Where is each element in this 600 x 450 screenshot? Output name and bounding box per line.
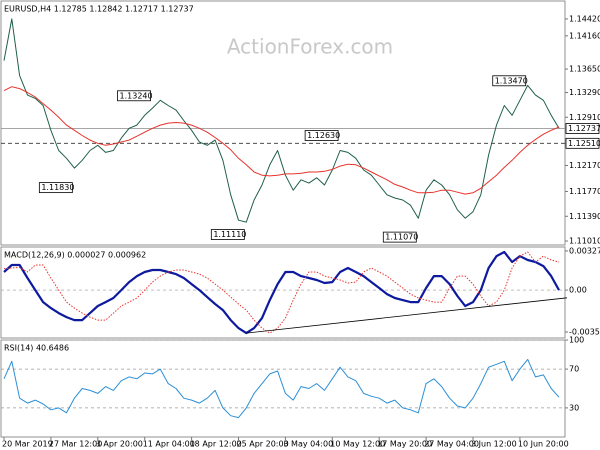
series-line (3, 250, 560, 335)
y-tick-label: 1.14420 (569, 14, 600, 23)
y-tick-label: -0.003519 (569, 328, 600, 337)
y-tick-label: 1.13650 (569, 65, 600, 74)
x-tick-label: 11 Apr 04:00 (143, 440, 195, 449)
y-tick-label: 0.00 (569, 286, 587, 295)
annotation-label: 1.11070 (385, 233, 418, 242)
x-tick-label: 10 May 12:00 (330, 440, 385, 449)
panel-title: EURUSD,H4 1.12785 1.12842 1.12717 1.1273… (4, 5, 194, 14)
y-tick-label: 30 (569, 403, 579, 412)
x-tick-label: 27 Mar 12:00 (49, 440, 102, 449)
x-tick-label: 10 Jun 20:00 (518, 440, 569, 449)
y-tick-label: 1.13290 (569, 88, 600, 97)
y-tick-label: 1.11390 (569, 212, 600, 221)
price-label: 1.12510 (568, 139, 600, 148)
y-tick-label: 100 (569, 336, 584, 345)
x-tick-label: 25 Apr 20:00 (237, 440, 289, 449)
annotation-label: 1.11110 (213, 230, 246, 239)
annotation-box (492, 75, 527, 87)
y-tick-label: 0.003278 (569, 246, 600, 255)
annotation-box (117, 90, 151, 102)
x-tick-label: 20 Mar 2019 (2, 440, 53, 449)
annotation-box (382, 231, 417, 243)
watermark: ActionForex.com (227, 35, 393, 59)
series-line (3, 18, 560, 223)
y-tick-label: 70 (569, 365, 579, 374)
price-box (565, 123, 600, 134)
annotation-label: 1.11830 (41, 183, 74, 192)
y-tick-label: 1.12170 (569, 161, 600, 170)
y-tick-label: 1.14160 (569, 31, 600, 40)
x-tick-label: 17 May 20:00 (377, 440, 432, 449)
x-tick-label: 3 Apr 20:00 (96, 440, 143, 449)
panel-title: MACD(12,26,9) 0.000027 0.000962 (4, 251, 146, 260)
y-tick-label: 1.12910 (569, 113, 600, 122)
series-line (3, 358, 560, 419)
y-tick-label: 1.11010 (569, 237, 600, 246)
annotation-box (210, 229, 245, 240)
panel-border (0, 246, 566, 339)
price-label: 1.12737 (568, 124, 600, 133)
x-tick-label: 3 May 04:00 (283, 440, 333, 449)
annotation-label: 1.12630 (307, 131, 340, 140)
annotation-box (38, 182, 73, 194)
trendline (246, 297, 568, 334)
panel-border (0, 0, 566, 246)
annotation-label: 1.13240 (120, 91, 153, 100)
x-tick-label: 3 Jun 12:00 (471, 440, 517, 449)
y-tick-label: 1.11770 (569, 187, 600, 196)
price-box (565, 137, 600, 149)
x-tick-label: 18 Apr 12:00 (190, 440, 242, 449)
annotation-label: 1.13470 (495, 76, 528, 85)
panel-title: RSI(14) 40.6486 (4, 344, 69, 353)
x-tick-label: 27 May 04:00 (424, 440, 479, 449)
annotation-box (304, 130, 339, 141)
series-line (3, 86, 560, 195)
